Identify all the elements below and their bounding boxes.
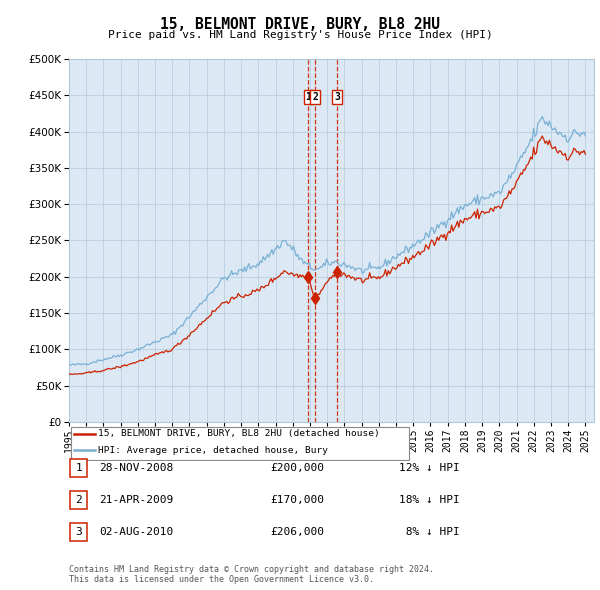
Text: 12% ↓ HPI: 12% ↓ HPI (399, 463, 460, 473)
Text: 28-NOV-2008: 28-NOV-2008 (99, 463, 173, 473)
Text: 02-AUG-2010: 02-AUG-2010 (99, 527, 173, 536)
Text: Price paid vs. HM Land Registry's House Price Index (HPI): Price paid vs. HM Land Registry's House … (107, 30, 493, 40)
Text: 18% ↓ HPI: 18% ↓ HPI (399, 495, 460, 504)
Text: 2: 2 (75, 496, 82, 505)
FancyBboxPatch shape (70, 491, 87, 509)
Text: 1: 1 (75, 464, 82, 473)
Text: 1: 1 (305, 91, 311, 101)
Text: HPI: Average price, detached house, Bury: HPI: Average price, detached house, Bury (98, 445, 328, 454)
Text: 15, BELMONT DRIVE, BURY, BL8 2HU: 15, BELMONT DRIVE, BURY, BL8 2HU (160, 17, 440, 31)
Text: 2: 2 (312, 91, 318, 101)
Text: £170,000: £170,000 (270, 495, 324, 504)
Text: 21-APR-2009: 21-APR-2009 (99, 495, 173, 504)
Text: 3: 3 (75, 527, 82, 537)
Text: 8% ↓ HPI: 8% ↓ HPI (399, 527, 460, 536)
Text: 15, BELMONT DRIVE, BURY, BL8 2HU (detached house): 15, BELMONT DRIVE, BURY, BL8 2HU (detach… (98, 430, 380, 438)
Text: Contains HM Land Registry data © Crown copyright and database right 2024.
This d: Contains HM Land Registry data © Crown c… (69, 565, 434, 584)
FancyBboxPatch shape (70, 523, 87, 541)
FancyBboxPatch shape (71, 427, 409, 460)
Text: 3: 3 (334, 91, 340, 101)
FancyBboxPatch shape (70, 460, 87, 477)
Text: £206,000: £206,000 (270, 527, 324, 536)
Text: £200,000: £200,000 (270, 463, 324, 473)
